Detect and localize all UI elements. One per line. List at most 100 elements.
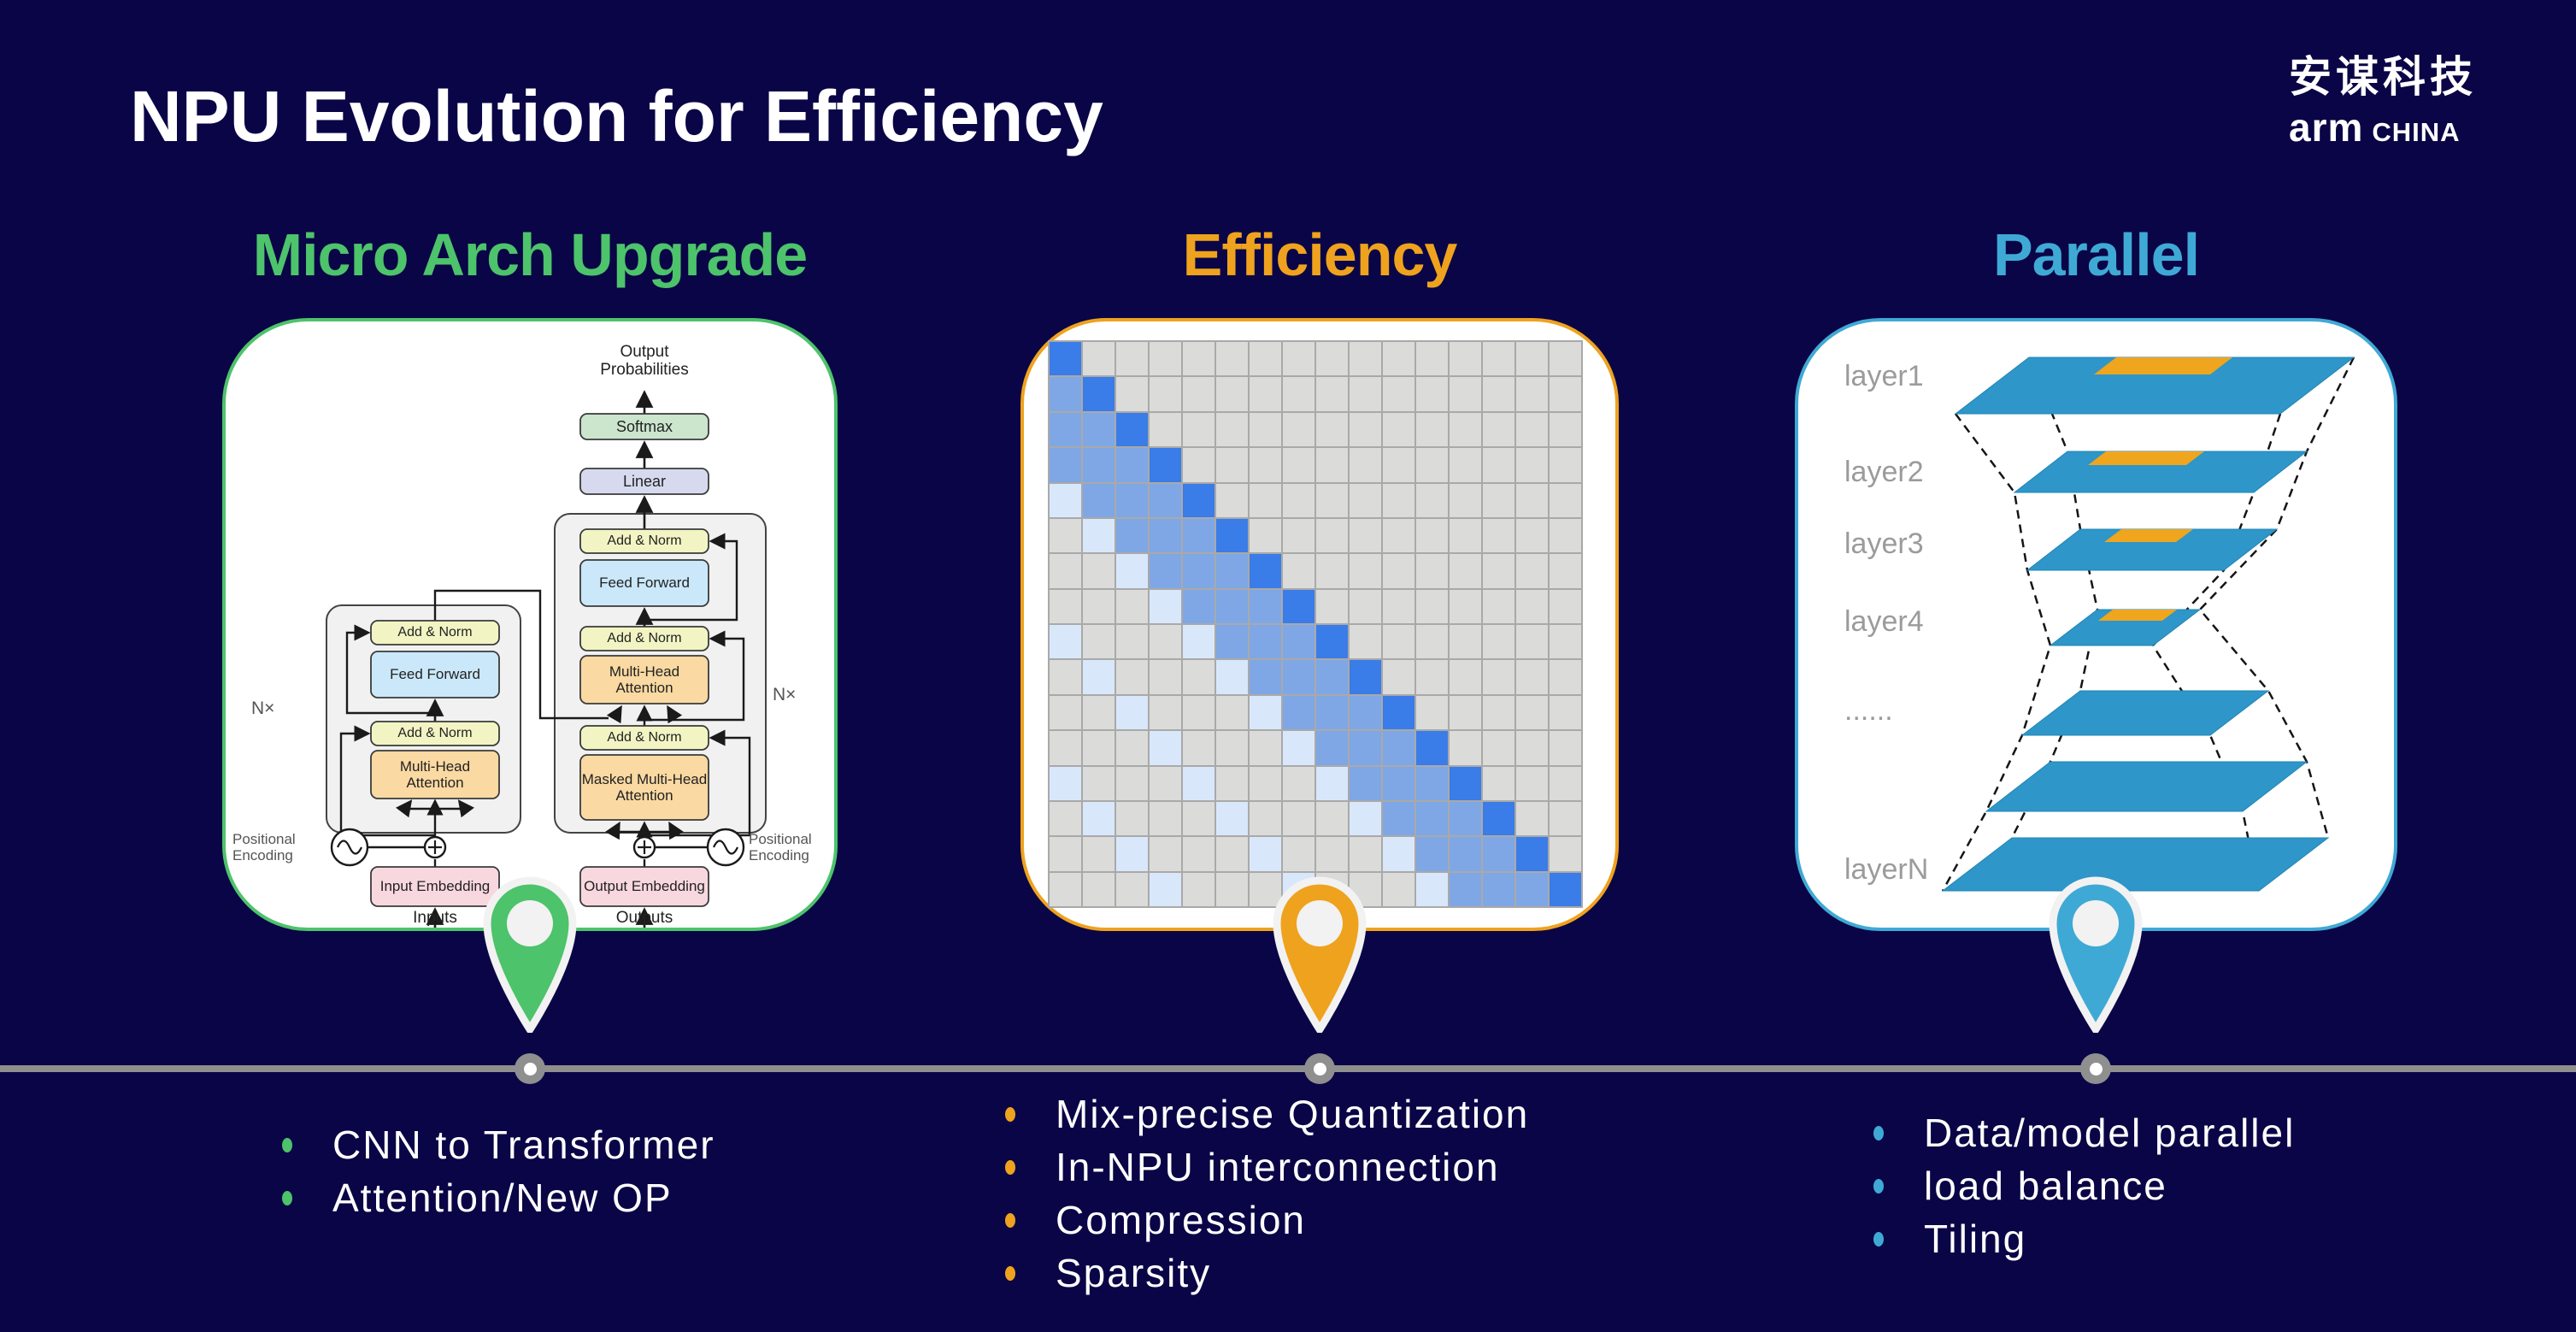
matrix-cell <box>1383 448 1414 482</box>
china-wordmark: CHINA <box>2372 117 2461 147</box>
matrix-cell <box>1150 837 1181 871</box>
bullet-dot <box>282 1190 292 1205</box>
matrix-cell <box>1550 766 1581 800</box>
matrix-cell <box>1116 589 1148 623</box>
matrix-cell <box>1383 660 1414 694</box>
matrix-cell <box>1516 625 1548 659</box>
matrix-cell <box>1316 412 1348 447</box>
matrix-cell <box>1250 412 1281 447</box>
matrix-cell <box>1183 731 1214 765</box>
matrix-cell <box>1416 412 1448 447</box>
matrix-cell <box>1316 554 1348 588</box>
label-n-times-right: N× <box>773 685 797 705</box>
bullet-dot <box>1873 1125 1884 1140</box>
bullet-list-efficiency: Mix-precise Quantization In-NPU intercon… <box>1005 1092 1529 1306</box>
matrix-cell <box>1183 837 1214 871</box>
matrix-cell <box>1383 872 1414 906</box>
matrix-cell <box>1183 801 1214 836</box>
matrix-cell <box>1150 483 1181 517</box>
matrix-cell <box>1516 377 1548 411</box>
matrix-cell <box>1450 731 1481 765</box>
matrix-cell <box>1383 483 1414 517</box>
label-output-embedding: Output Embedding <box>584 878 705 895</box>
list-item: Attention/New OP <box>282 1176 715 1220</box>
matrix-cell <box>1516 872 1548 906</box>
matrix-cell <box>1116 872 1148 906</box>
matrix-cell <box>1183 872 1214 906</box>
label-inputs: Inputs <box>413 908 457 927</box>
bullet-dot <box>1005 1212 1015 1228</box>
matrix-cell <box>1450 412 1481 447</box>
label-add-norm: Add & Norm <box>397 625 473 640</box>
matrix-cell <box>1550 625 1581 659</box>
matrix-cell <box>1050 625 1081 659</box>
matrix-cell <box>1316 483 1348 517</box>
matrix-cell <box>1150 625 1181 659</box>
label-outputs: Outputs <box>615 908 673 927</box>
matrix-cell <box>1516 589 1548 623</box>
matrix-cell <box>1050 377 1081 411</box>
matrix-cell <box>1250 872 1281 906</box>
list-item: Sparsity <box>1005 1251 1529 1295</box>
matrix-cell <box>1383 695 1414 730</box>
matrix-cell <box>1350 660 1381 694</box>
matrix-cell <box>1116 660 1148 694</box>
matrix-cell <box>1416 589 1448 623</box>
list-item: Tiling <box>1873 1217 2295 1261</box>
matrix-cell <box>1316 695 1348 730</box>
card-parallel: layer1 layer2 layer3 layer4 ...... layer… <box>1795 318 2397 931</box>
matrix-cell <box>1283 801 1314 836</box>
matrix-cell <box>1050 518 1081 553</box>
matrix-cell <box>1183 625 1214 659</box>
matrix-cell <box>1483 872 1514 906</box>
matrix-cell <box>1116 377 1148 411</box>
transformer-diagram: Output Probabilities Softmax Linear Add … <box>226 321 834 928</box>
bullet-text: load balance <box>1924 1164 2167 1208</box>
matrix-cell <box>1350 695 1381 730</box>
heading-parallel: Parallel <box>1992 221 2200 288</box>
heading-micro-arch: Micro Arch Upgrade <box>252 221 808 288</box>
matrix-cell <box>1416 448 1448 482</box>
bullet-dot <box>1873 1231 1884 1247</box>
timeline-node-3 <box>2080 1053 2111 1084</box>
matrix-cell <box>1216 731 1248 765</box>
matrix-cell <box>1083 589 1115 623</box>
card-efficiency <box>1020 318 1619 931</box>
matrix-cell <box>1216 837 1248 871</box>
matrix-cell <box>1450 872 1481 906</box>
matrix-cell <box>1316 766 1348 800</box>
matrix-cell <box>1316 801 1348 836</box>
label-add-norm: Add & Norm <box>607 631 682 646</box>
matrix-cell <box>1350 801 1381 836</box>
matrix-cell <box>1550 554 1581 588</box>
bullet-list-micro-arch: CNN to Transformer Attention/New OP <box>282 1123 715 1231</box>
matrix-cell <box>1516 837 1548 871</box>
matrix-cell <box>1483 766 1514 800</box>
map-pin-icon-blue <box>2049 876 2143 1033</box>
matrix-cell <box>1383 801 1414 836</box>
matrix-cell <box>1150 412 1181 447</box>
matrix-cell <box>1050 448 1081 482</box>
matrix-cell <box>1516 766 1548 800</box>
list-item: Compression <box>1005 1198 1529 1242</box>
matrix-cell <box>1483 837 1514 871</box>
matrix-cell <box>1150 731 1181 765</box>
matrix-cell <box>1450 342 1481 376</box>
matrix-cell <box>1150 589 1181 623</box>
matrix-cell <box>1416 518 1448 553</box>
matrix-cell <box>1316 342 1348 376</box>
matrix-cell <box>1216 660 1248 694</box>
matrix-cell <box>1416 660 1448 694</box>
matrix-cell <box>1116 554 1148 588</box>
matrix-cell <box>1550 589 1581 623</box>
matrix-cell <box>1316 518 1348 553</box>
matrix-cell <box>1450 589 1481 623</box>
matrix-cell <box>1350 342 1381 376</box>
bullet-dot <box>1005 1265 1015 1281</box>
matrix-cell <box>1083 731 1115 765</box>
matrix-cell <box>1250 731 1281 765</box>
matrix-cell <box>1183 695 1214 730</box>
transformer-shapes <box>326 390 767 928</box>
bullet-text: Attention/New OP <box>332 1176 673 1220</box>
